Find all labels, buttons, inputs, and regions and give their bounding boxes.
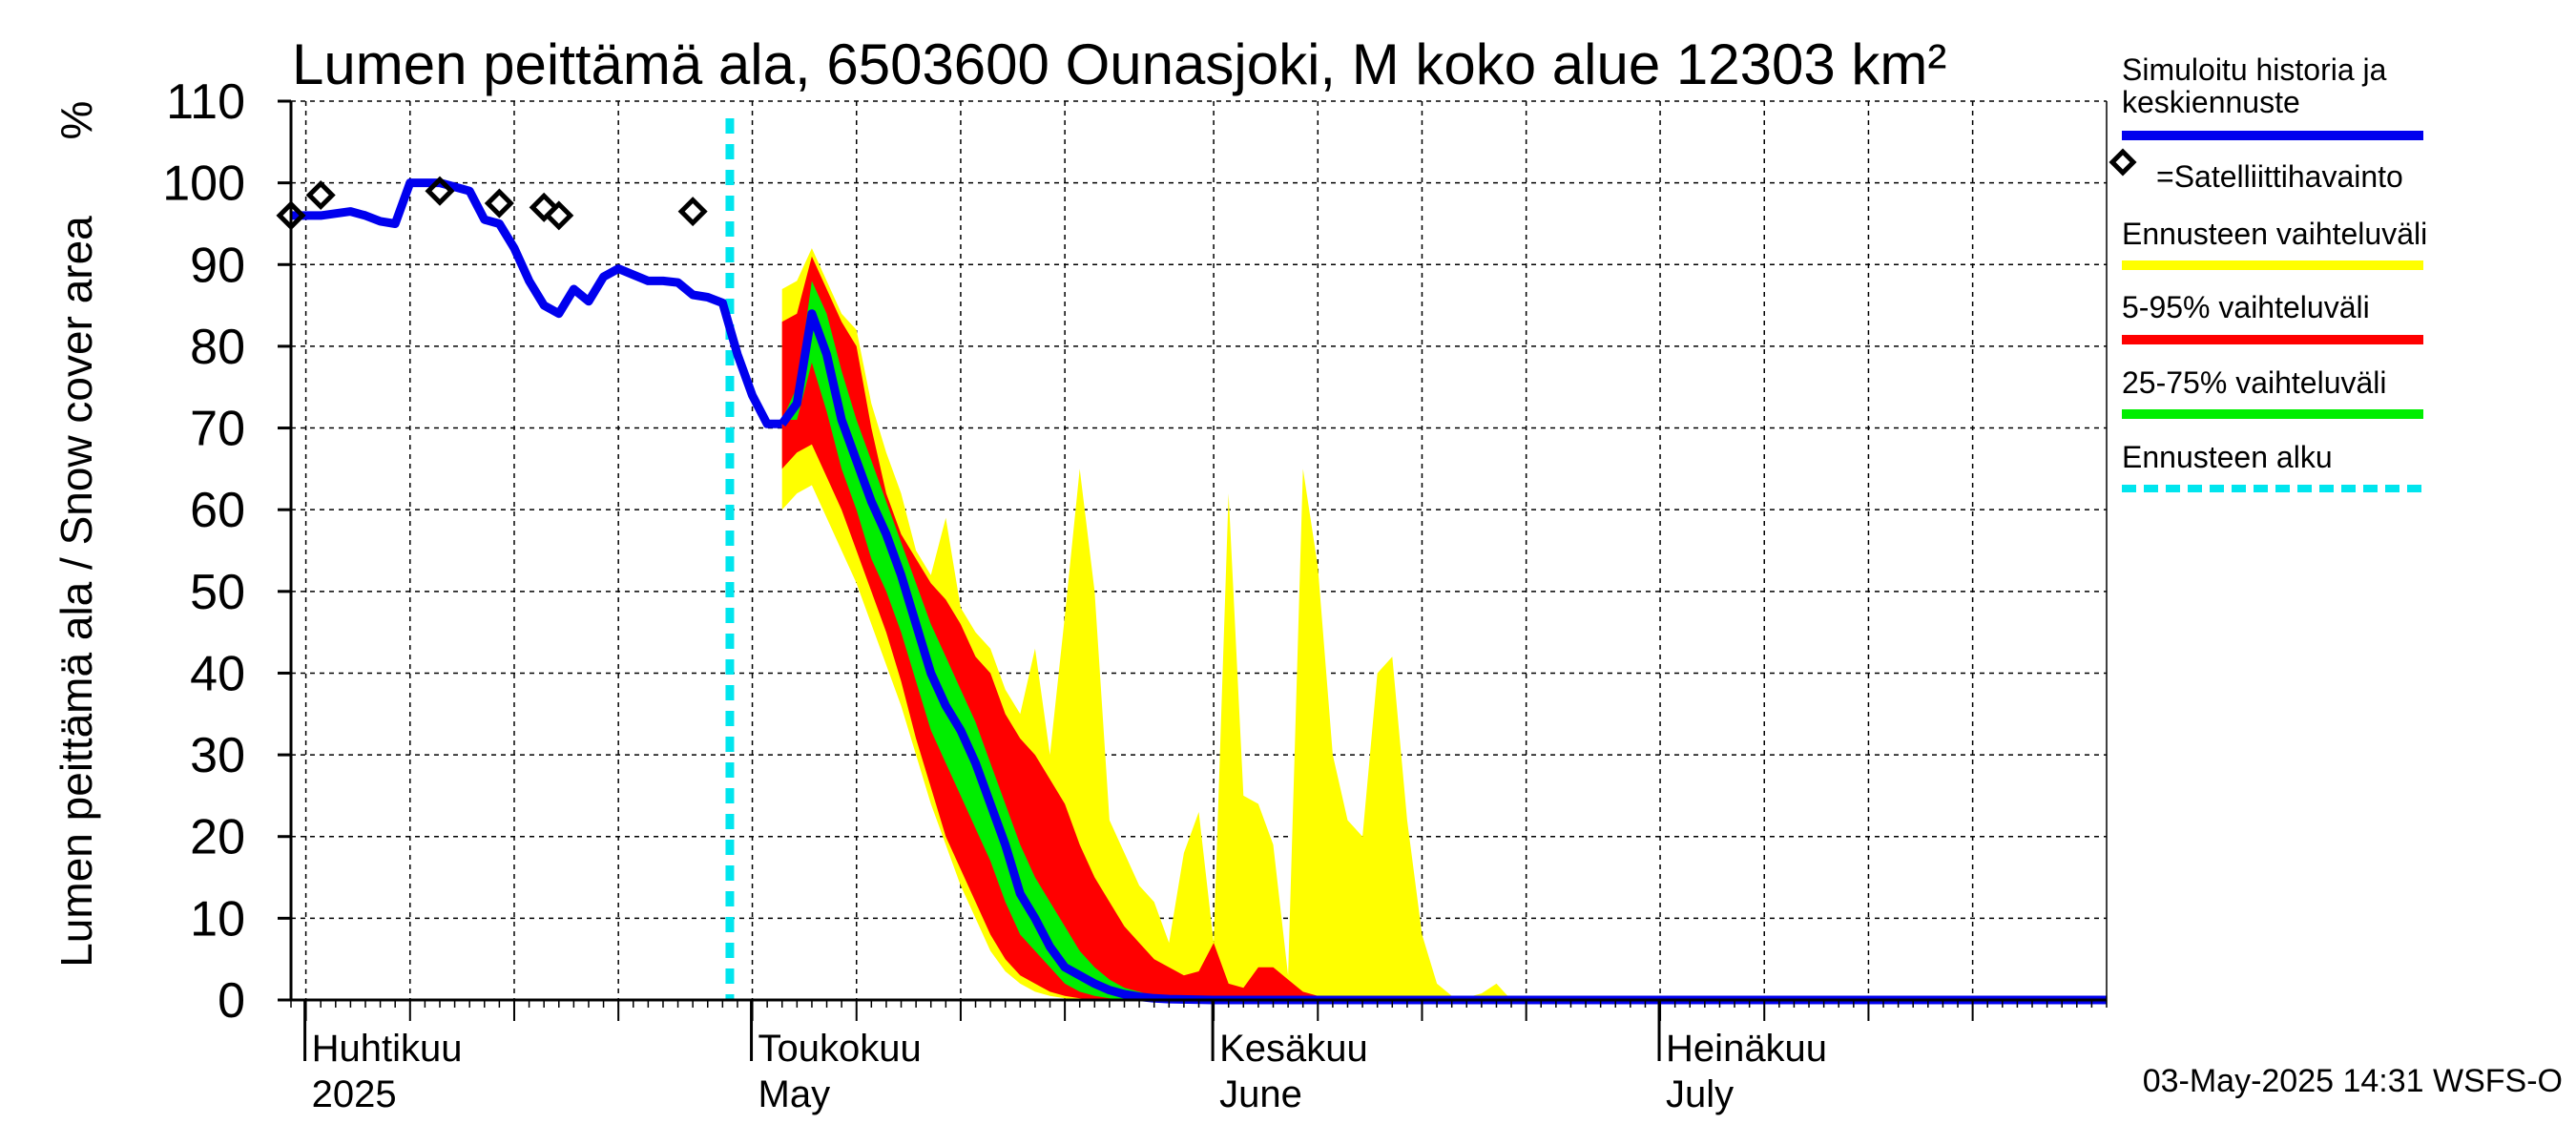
chart-title: Lumen peittämä ala, 6503600 Ounasjoki, M… xyxy=(292,32,1946,96)
legend-swatch xyxy=(2109,148,2137,177)
y-tick-label: 70 xyxy=(190,402,245,457)
y-axis-unit: % xyxy=(52,101,101,140)
x-month-sublabel: June xyxy=(1219,1073,1302,1115)
observation-marker xyxy=(484,188,514,219)
legend-label: Ennusteen vaihteluväli xyxy=(2122,217,2427,251)
x-month-label: Toukokuu xyxy=(758,1028,922,1070)
series-lines xyxy=(291,118,2107,1005)
satellite-observations xyxy=(276,176,708,231)
x-month-label: Heinäkuu xyxy=(1666,1028,1827,1070)
y-tick-label: 30 xyxy=(190,728,245,783)
legend-label: keskiennuste xyxy=(2122,85,2300,119)
history-line xyxy=(291,178,782,428)
legend-label: Ennusteen alku xyxy=(2122,440,2333,474)
y-tick-label: 40 xyxy=(190,646,245,701)
y-tick-label: 80 xyxy=(190,320,245,375)
x-month-sublabel: 2025 xyxy=(312,1073,397,1115)
legend-label: Simuloitu historia ja xyxy=(2122,52,2387,87)
y-tick-label: 60 xyxy=(190,483,245,538)
x-month-label: Huhtikuu xyxy=(312,1028,463,1070)
x-month-sublabel: July xyxy=(1666,1073,1734,1115)
observation-marker xyxy=(305,179,336,211)
timestamp-footer: 03-May-2025 14:31 WSFS-O xyxy=(2143,1063,2563,1099)
observation-marker xyxy=(529,192,559,222)
observation-marker xyxy=(425,176,455,206)
y-axis-label: Lumen peittämä ala / Snow cover area xyxy=(52,216,101,968)
legend-label: =Satelliittihavainto xyxy=(2156,159,2403,194)
legend-label: 25-75% vaihteluväli xyxy=(2122,365,2387,400)
observation-marker xyxy=(677,197,708,227)
y-tick-label: 100 xyxy=(162,156,245,212)
x-month-label: Kesäkuu xyxy=(1219,1028,1368,1070)
legend-label: 5-95% vaihteluväli xyxy=(2122,290,2370,324)
median-forecast-line xyxy=(779,309,2107,1005)
y-tick-label: 0 xyxy=(218,973,245,1029)
x-month-sublabel: May xyxy=(758,1073,831,1115)
y-tick-label: 50 xyxy=(190,565,245,620)
y-tick-label: 20 xyxy=(190,810,245,865)
y-tick-label: 10 xyxy=(190,891,245,947)
observation-marker xyxy=(544,200,574,231)
y-tick-label: 90 xyxy=(190,238,245,293)
y-tick-label: 110 xyxy=(166,74,245,130)
